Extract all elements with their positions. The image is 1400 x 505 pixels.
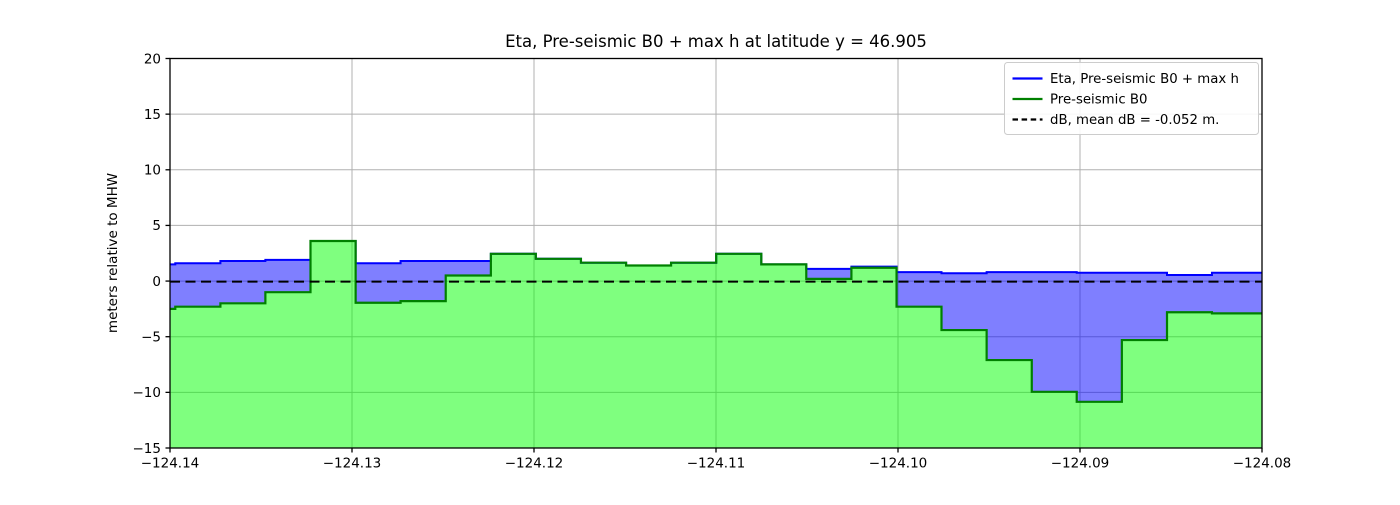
y-tick-label: 5 — [152, 218, 161, 234]
x-tick-label: −124.13 — [323, 456, 382, 472]
legend-label-b0: Pre-seismic B0 — [1050, 93, 1147, 108]
x-tick-label: −124.12 — [505, 456, 564, 472]
chart-title: Eta, Pre-seismic B0 + max h at latitude … — [505, 32, 927, 51]
x-tick-label: −124.09 — [1051, 456, 1110, 472]
b0-line — [170, 239, 1262, 403]
x-axis-ticks: −124.14 −124.13 −124.12 −124.11 −124.10 −124.… — [141, 448, 1292, 472]
legend-label-eta: Eta, Pre-seismic B0 + max h — [1050, 72, 1239, 87]
legend-box — [1004, 62, 1259, 135]
x-tick-label: −124.10 — [869, 456, 928, 472]
x-tick-label: −124.11 — [687, 456, 746, 472]
legend-label-db: dB, mean dB = -0.052 m. — [1050, 113, 1219, 128]
y-tick-label: 10 — [144, 163, 161, 179]
x-tick-label: −124.14 — [141, 456, 200, 472]
y-axis-label: meters relative to MHW — [105, 173, 121, 333]
legend: Eta, Pre-seismic B0 + max h Pre-seismic … — [1004, 62, 1259, 135]
y-tick-label: 0 — [152, 274, 161, 290]
y-tick-label: −5 — [141, 330, 161, 346]
y-tick-label: 15 — [144, 107, 161, 123]
b0-fill-area — [170, 241, 1262, 448]
y-tick-label: −15 — [133, 441, 162, 457]
y-tick-label: −10 — [133, 385, 162, 401]
y-axis-ticks: 20 15 10 5 0 −5 −10 −15 — [133, 51, 170, 457]
x-tick-label: −124.08 — [1233, 456, 1292, 472]
y-tick-label: 20 — [144, 51, 161, 67]
